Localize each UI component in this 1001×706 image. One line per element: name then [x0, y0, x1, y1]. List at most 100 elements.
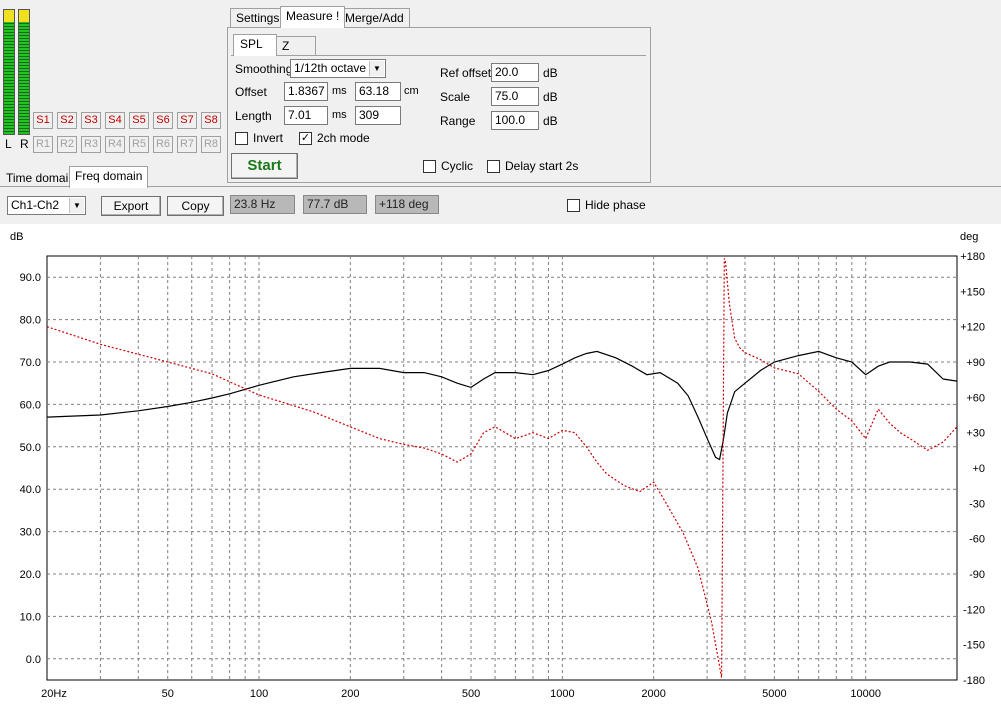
y-tick-label: 90.0: [20, 272, 41, 284]
export-button[interactable]: Export: [101, 196, 161, 216]
frequency-response-plot[interactable]: 0.0 10.0 20.0 30.0 40.0 50.0 60.0 70.0 80.0 90.0 -…: [0, 224, 1001, 706]
y2-tick-label: +90: [966, 357, 985, 369]
length-ms-input[interactable]: 7.01: [284, 106, 328, 125]
recall-slot-button-8[interactable]: R8: [201, 136, 221, 153]
y-tick-label: 70.0: [20, 357, 41, 369]
x-tick-label: 100: [250, 688, 268, 700]
recall-slot-button-6[interactable]: R6: [153, 136, 173, 153]
recall-slot-button-2[interactable]: R2: [57, 136, 77, 153]
y2-tick-label: -90: [969, 569, 985, 581]
chevron-down-icon[interactable]: ▼: [69, 198, 84, 213]
x-tick-label: 200: [341, 688, 359, 700]
magnitude-curve: [46, 350, 958, 461]
length-samples-input[interactable]: 309: [355, 106, 401, 125]
chevron-down-icon[interactable]: ▼: [369, 61, 384, 76]
store-slot-button-7[interactable]: S7: [177, 112, 197, 129]
scale-input[interactable]: 75.0: [491, 87, 539, 106]
ref-offset-input[interactable]: 20.0: [491, 63, 539, 82]
y2-tick-label: +60: [966, 392, 985, 404]
store-slot-button-3[interactable]: S3: [81, 112, 101, 129]
y2-tick-label: -60: [969, 534, 985, 546]
y-tick-label: 20.0: [20, 569, 41, 581]
smoothing-select[interactable]: 1/12th octave ▼: [290, 59, 386, 78]
tab-measure[interactable]: Measure !: [280, 6, 346, 28]
ref-offset-unit: dB: [543, 66, 558, 80]
recall-slot-button-1[interactable]: R1: [33, 136, 53, 153]
tab-settings[interactable]: Settings: [230, 8, 286, 28]
2ch-mode-label: 2ch mode: [317, 131, 370, 145]
cyclic-checkbox[interactable]: [423, 160, 436, 173]
phase-curve: [46, 258, 958, 678]
smoothing-value: 1/12th octave: [294, 61, 367, 75]
range-label: Range: [440, 114, 476, 128]
y2-tick-label: -120: [963, 604, 985, 616]
phase-readout: +118 deg: [375, 195, 439, 214]
recall-slot-button-7[interactable]: R7: [177, 136, 197, 153]
recall-slot-button-3[interactable]: R3: [81, 136, 101, 153]
recall-slot-button-5[interactable]: R5: [129, 136, 149, 153]
invert-label: Invert: [253, 131, 284, 145]
left-level-meter: [3, 9, 15, 135]
right-meter-label: R: [20, 137, 29, 151]
plot-frame: [46, 255, 958, 681]
y-tick-label: 80.0: [20, 315, 41, 327]
cyclic-label: Cyclic: [441, 159, 473, 173]
x-tick-label: 10000: [850, 688, 881, 700]
tab-time-domain[interactable]: Time domain: [6, 171, 75, 185]
recall-slot-button-4[interactable]: R4: [105, 136, 125, 153]
copy-button[interactable]: Copy: [167, 196, 224, 216]
y2-tick-label: +30: [966, 428, 985, 440]
store-slot-button-1[interactable]: S1: [33, 112, 53, 129]
length-label: Length: [235, 109, 272, 123]
delay-start-label: Delay start 2s: [505, 159, 579, 173]
2ch-mode-checkbox[interactable]: ✓: [299, 132, 312, 145]
y-tick-label: 0.0: [26, 654, 41, 666]
frequency-readout: 23.8 Hz: [230, 195, 295, 214]
y2-axis-label: deg: [960, 231, 978, 243]
level-readout: 77.7 dB: [303, 195, 367, 214]
range-input[interactable]: 100.0: [491, 111, 539, 130]
y2-tick-label: -30: [969, 498, 985, 510]
x-tick-label: 500: [462, 688, 480, 700]
right-level-meter: [18, 9, 30, 135]
tab-merge-add[interactable]: Merge/Add: [339, 8, 410, 28]
left-meter-label: L: [5, 137, 12, 151]
offset-cm-unit: cm: [404, 85, 419, 97]
store-slot-button-4[interactable]: S4: [105, 112, 125, 129]
x-tick-label: 1000: [550, 688, 574, 700]
store-slot-button-2[interactable]: S2: [57, 112, 77, 129]
y-tick-label: 10.0: [20, 611, 41, 623]
scale-label: Scale: [440, 90, 471, 104]
channel-select[interactable]: Ch1-Ch2 ▼: [7, 196, 86, 215]
offset-ms-input[interactable]: 1.8367: [284, 82, 328, 101]
offset-cm-input[interactable]: 63.18: [355, 82, 401, 101]
x-tick-label: 5000: [762, 688, 786, 700]
sub-tab-divider: [231, 55, 646, 56]
y2-tick-label: -180: [963, 675, 985, 687]
length-ms-unit: ms: [332, 109, 347, 121]
hide-phase-checkbox[interactable]: [567, 199, 580, 212]
divider: [0, 186, 1001, 187]
y-axis-label: dB: [10, 231, 23, 243]
y2-tick-label: +150: [960, 286, 985, 298]
scale-unit: dB: [543, 90, 558, 104]
store-slot-button-6[interactable]: S6: [153, 112, 173, 129]
tab-spl[interactable]: SPL: [233, 34, 277, 56]
ref-offset-label: Ref offset: [440, 66, 492, 80]
tab-freq-domain[interactable]: Freq domain: [69, 166, 149, 188]
tab-z[interactable]: Z: [276, 36, 316, 56]
y-tick-label: 30.0: [20, 527, 41, 539]
y2-tick-label: +180: [960, 251, 985, 263]
store-slot-button-5[interactable]: S5: [129, 112, 149, 129]
y2-tick-label: +0: [972, 463, 985, 475]
y2-tick-label: -150: [963, 640, 985, 652]
delay-start-checkbox[interactable]: [487, 160, 500, 173]
y-tick-label: 60.0: [20, 399, 41, 411]
invert-checkbox[interactable]: [235, 132, 248, 145]
store-slot-button-8[interactable]: S8: [201, 112, 221, 129]
y-tick-label: 40.0: [20, 484, 41, 496]
y-tick-label: 50.0: [20, 442, 41, 454]
offset-label: Offset: [235, 85, 267, 99]
y2-tick-label: +120: [960, 322, 985, 334]
start-button[interactable]: Start: [231, 153, 298, 179]
